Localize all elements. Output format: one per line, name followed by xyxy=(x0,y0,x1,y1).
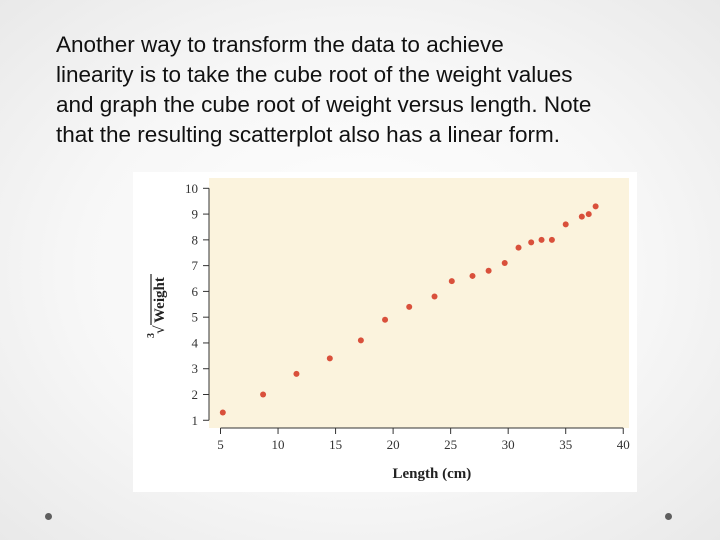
y-tick-label: 9 xyxy=(192,207,199,222)
data-point xyxy=(260,391,267,398)
y-tick-label: 1 xyxy=(192,413,199,428)
slide-text-line: linearity is to take the cube root of th… xyxy=(56,62,573,87)
data-point xyxy=(548,236,555,243)
data-point xyxy=(469,272,476,279)
data-point xyxy=(585,211,592,218)
chart-axes: 1 2 3 4 5 6 7 8 9 10 5 10 15 20 25 30 35 40 xyxy=(185,181,630,452)
y-axis-label-index: 3 xyxy=(146,333,157,338)
data-point xyxy=(538,236,545,243)
y-tick-label: 5 xyxy=(192,310,199,325)
y-tick-label: 7 xyxy=(192,258,199,273)
x-axis-label: Length (cm) xyxy=(393,466,472,482)
y-tick-label: 3 xyxy=(192,361,199,376)
data-point xyxy=(382,316,389,323)
data-point xyxy=(219,409,226,416)
scatter-chart-panel: 1 2 3 4 5 6 7 8 9 10 5 10 15 20 25 30 35 40 Length (cm) 3… xyxy=(133,172,637,492)
plot-area xyxy=(209,178,629,428)
x-tick-label: 35 xyxy=(559,437,572,452)
data-point xyxy=(485,267,492,274)
scatter-chart: 1 2 3 4 5 6 7 8 9 10 5 10 15 20 25 30 35 40 Length (cm) 3… xyxy=(146,178,630,482)
y-axis-label-text: Weight xyxy=(152,277,168,323)
data-point xyxy=(448,278,455,285)
data-points xyxy=(219,203,599,416)
x-tick-label: 30 xyxy=(502,437,515,452)
slide-bullet-dot-right xyxy=(665,513,672,520)
slide-text-line: that the resulting scatterplot also has … xyxy=(56,122,561,147)
y-axis-label-radical: √ xyxy=(152,325,168,334)
data-point xyxy=(578,213,585,220)
x-tick-label: 40 xyxy=(617,437,630,452)
data-point xyxy=(293,370,300,377)
x-tick-label: 25 xyxy=(444,437,457,452)
data-point xyxy=(501,260,508,267)
y-tick-label: 6 xyxy=(192,284,199,299)
data-point xyxy=(562,221,569,228)
data-point xyxy=(357,337,364,344)
slide-text-line: Another way to transform the data to ach… xyxy=(56,32,504,57)
data-point xyxy=(592,203,599,210)
x-tick-label: 5 xyxy=(217,437,224,452)
y-tick-label: 10 xyxy=(185,181,198,196)
y-axis-label: 3 √ Weight xyxy=(146,274,168,338)
y-tick-label: 2 xyxy=(192,387,199,402)
y-tick-label: 4 xyxy=(192,335,199,350)
data-point xyxy=(431,293,438,300)
slide-body-text: Another way to transform the data to ach… xyxy=(56,30,706,150)
data-point xyxy=(528,239,535,246)
slide-bullet-dot-left xyxy=(45,513,52,520)
y-tick-label: 8 xyxy=(192,232,199,247)
x-tick-label: 20 xyxy=(387,437,400,452)
data-point xyxy=(326,355,333,362)
x-tick-label: 15 xyxy=(329,437,342,452)
data-point xyxy=(515,244,522,251)
x-tick-label: 10 xyxy=(272,437,285,452)
data-point xyxy=(406,303,413,310)
slide-text-line: and graph the cube root of weight versus… xyxy=(56,92,592,117)
